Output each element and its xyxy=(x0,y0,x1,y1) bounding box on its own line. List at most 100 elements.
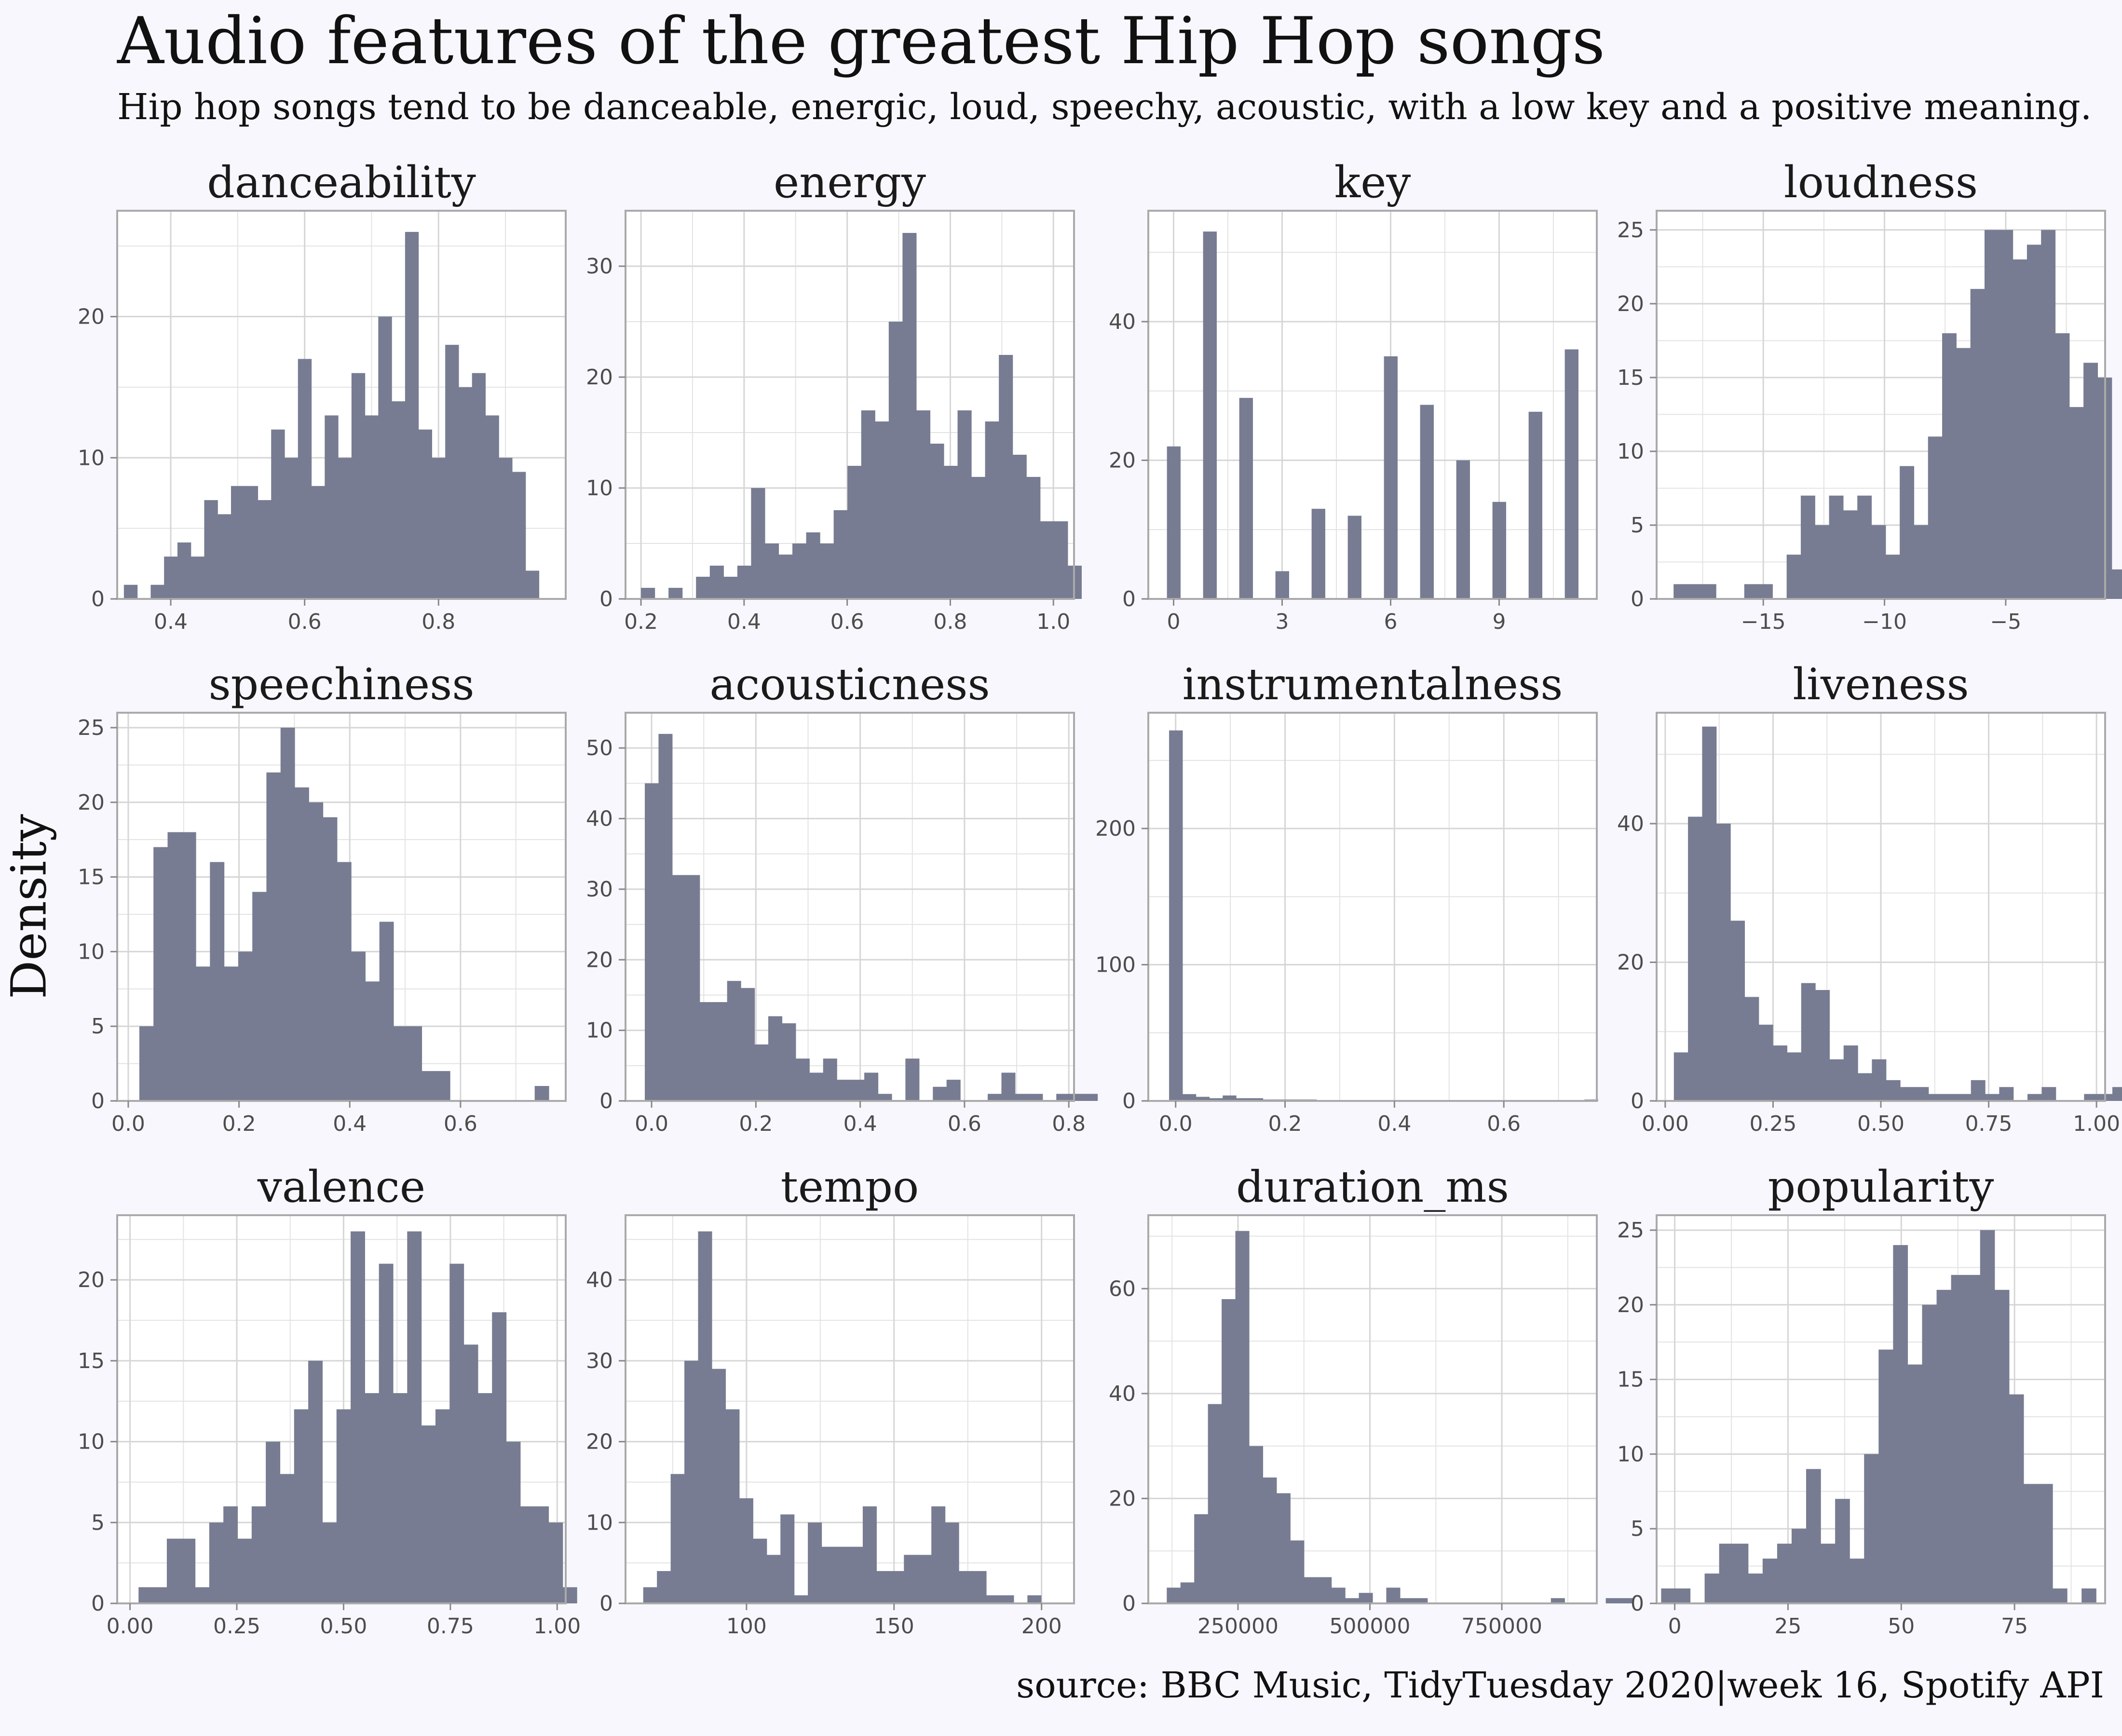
histogram-bar xyxy=(764,543,779,599)
histogram-bar xyxy=(835,1546,850,1603)
y-tick-label: 10 xyxy=(78,1430,105,1454)
facet-tempo: tempo 100 150 200 0 10 20 30 40 xyxy=(586,1162,1075,1639)
histogram-bar xyxy=(1815,525,1830,599)
histogram-bar xyxy=(1886,1080,1901,1101)
histogram-bar xyxy=(1564,349,1578,599)
histogram-bar xyxy=(672,875,686,1101)
histogram-bar xyxy=(1943,1094,1957,1101)
histogram-bar xyxy=(204,500,218,599)
y-tick-label: 0 xyxy=(599,587,613,611)
histogram-bar xyxy=(1167,1587,1181,1603)
histogram-bar xyxy=(1673,584,1688,599)
x-tick-label: 0.6 xyxy=(948,1112,981,1136)
histogram-bar xyxy=(408,1026,422,1101)
histogram-bar xyxy=(223,1506,238,1603)
histogram-bar xyxy=(1733,1544,1749,1603)
histogram-bar xyxy=(1056,1094,1071,1101)
histogram-bar xyxy=(1872,1059,1887,1101)
histogram-bar xyxy=(2027,1094,2042,1101)
facet-title: key xyxy=(1334,157,1411,208)
x-tick-label: 0.25 xyxy=(213,1614,260,1639)
histogram-bar xyxy=(699,1002,714,1101)
histogram-bar xyxy=(1249,1098,1264,1101)
y-tick-label: 20 xyxy=(1617,1293,1644,1317)
x-tick-label: 0.0 xyxy=(111,1112,145,1136)
histogram-bar xyxy=(986,1595,1001,1603)
y-tick-label: 0 xyxy=(1122,1591,1136,1616)
chart-subtitle: Hip hop songs tend to be danceable, ener… xyxy=(117,86,2092,128)
histogram-bar xyxy=(1821,1544,1836,1603)
y-tick-label: 5 xyxy=(91,1510,105,1535)
y-tick-label: 5 xyxy=(1631,513,1644,538)
histogram-bar xyxy=(1331,1587,1346,1603)
histogram-bar xyxy=(421,1425,436,1603)
histogram-bar xyxy=(794,1595,808,1603)
facet-title: popularity xyxy=(1768,1162,1994,1212)
histogram-bar xyxy=(458,387,473,599)
x-tick-label: 150 xyxy=(874,1614,914,1639)
histogram-bar xyxy=(1318,1577,1332,1603)
histogram-bar xyxy=(1936,1289,1952,1603)
x-tick-label: 250000 xyxy=(1197,1614,1279,1639)
panel-border xyxy=(625,210,1075,600)
x-tick-label: 0.8 xyxy=(422,610,455,634)
histogram-bar xyxy=(1551,1598,1565,1603)
histogram-bar xyxy=(153,847,168,1101)
histogram-bar xyxy=(1263,1477,1277,1603)
histogram-bar xyxy=(1985,1094,2000,1101)
histogram-bar xyxy=(407,1231,422,1603)
histogram-bar xyxy=(1951,1275,1966,1603)
histogram-bar xyxy=(1687,584,1702,599)
x-tick-label: 0 xyxy=(1167,610,1181,634)
histogram-bar xyxy=(1835,1499,1850,1603)
panel-border xyxy=(1656,210,2106,600)
histogram-bar xyxy=(520,1506,535,1603)
histogram-bar xyxy=(985,421,999,599)
histogram-bar xyxy=(237,1538,252,1603)
y-tick-label: 40 xyxy=(1617,812,1644,836)
histogram-bar xyxy=(1871,525,1886,599)
histogram-bar xyxy=(1928,436,1943,599)
y-tick-label: 20 xyxy=(1617,950,1644,975)
x-tick-label: 0.0 xyxy=(1159,1112,1193,1136)
histogram-bar xyxy=(1347,515,1361,599)
y-tick-label: 0 xyxy=(91,1089,105,1113)
histogram-bar xyxy=(778,555,793,599)
histogram-bar xyxy=(686,875,700,1101)
histogram-bar xyxy=(418,429,432,599)
histogram-bar xyxy=(1744,997,1759,1101)
y-tick-label: 5 xyxy=(1631,1517,1644,1541)
histogram-bar xyxy=(251,1506,266,1603)
histogram-bar xyxy=(2055,333,2070,599)
histogram-bar xyxy=(1026,477,1041,599)
histogram-bar xyxy=(725,1409,740,1603)
histogram-bar xyxy=(325,415,339,599)
histogram-bar xyxy=(308,1360,323,1604)
histogram-bar xyxy=(435,1071,450,1101)
histogram-bar xyxy=(2053,1588,2068,1603)
y-tick-label: 30 xyxy=(586,877,613,902)
y-tick-label: 0 xyxy=(1631,1591,1644,1616)
histogram-bar xyxy=(668,588,683,599)
histogram-bar xyxy=(2083,363,2098,599)
histogram-bar xyxy=(1999,230,2013,599)
histogram-bar xyxy=(890,1571,904,1603)
x-tick-label: 6 xyxy=(1384,610,1398,634)
facet-title: acousticness xyxy=(709,659,990,710)
y-tick-label: 20 xyxy=(586,1430,613,1454)
x-tick-label: 0.00 xyxy=(1642,1112,1689,1136)
y-tick-label: 10 xyxy=(586,1510,613,1535)
histogram-bar xyxy=(499,458,513,599)
panel-border xyxy=(1147,712,1598,1102)
histogram-bar xyxy=(506,1441,521,1603)
histogram-bar xyxy=(862,1506,877,1603)
histogram-bar xyxy=(1673,1052,1688,1101)
histogram-bar xyxy=(902,233,917,599)
histogram-bar xyxy=(1984,230,1999,599)
histogram-bar xyxy=(670,1474,685,1603)
x-tick-label: 0 xyxy=(1668,1614,1682,1639)
histogram-bar xyxy=(1806,1469,1821,1603)
histogram-bar xyxy=(365,415,379,599)
histogram-bar xyxy=(1762,1559,1778,1603)
